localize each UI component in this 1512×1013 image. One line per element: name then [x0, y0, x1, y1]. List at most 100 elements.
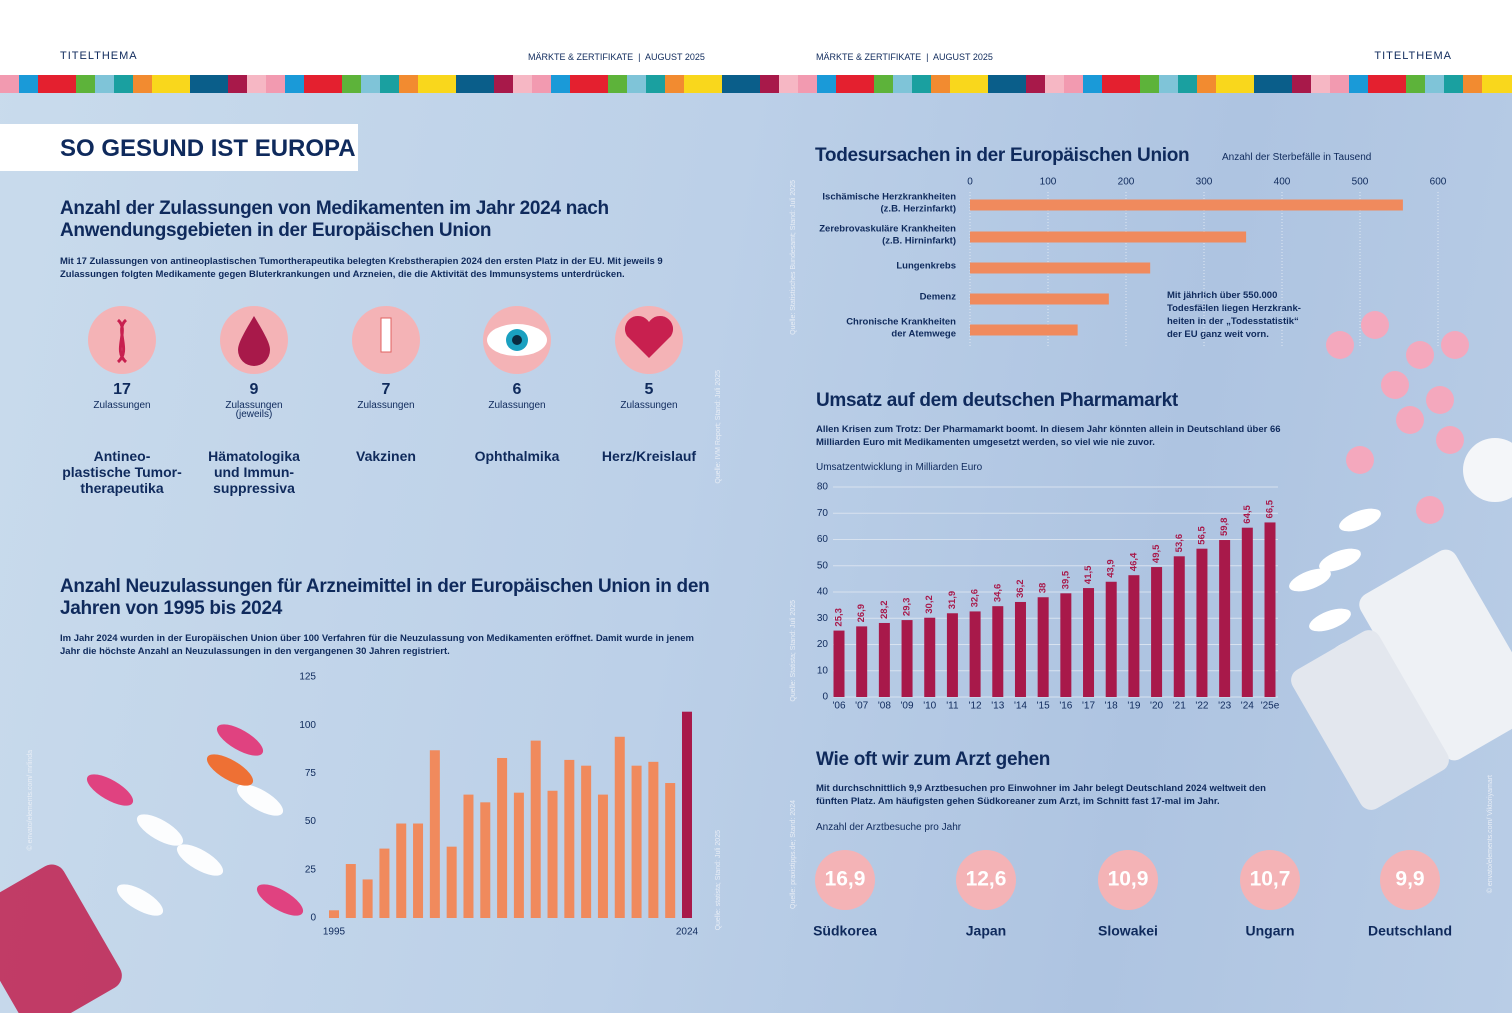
heading: Anzahl der Zulassungen von Medikamenten …: [60, 198, 609, 241]
stripe: [646, 75, 665, 93]
x-tick-label: '14: [1014, 701, 1027, 712]
y-tick-label: 0: [310, 913, 316, 924]
unit: Zulassungen: [620, 400, 678, 411]
bar: [513, 792, 524, 918]
x-tick-label: '21: [1173, 701, 1186, 712]
bar: [446, 846, 457, 918]
bar: [1014, 601, 1026, 697]
stripe: [95, 75, 114, 93]
stripe: [380, 75, 399, 93]
bar: [992, 606, 1004, 697]
value-label: 31,9: [947, 591, 958, 610]
area: Ophthalmika: [474, 448, 560, 464]
count: 5: [644, 381, 654, 398]
stripe: [1444, 75, 1463, 93]
heading: Wie oft wir zum Arzt gehen: [816, 749, 1051, 770]
stripe: [266, 75, 285, 93]
bar: [581, 765, 592, 918]
bar: [1037, 597, 1049, 697]
y-tick-label: 25: [305, 864, 317, 875]
pill: [216, 724, 264, 756]
bar: [833, 630, 845, 697]
stripe: [361, 75, 380, 93]
stripe: [893, 75, 912, 93]
value-label: 10,9: [1108, 868, 1149, 891]
pill: [1289, 568, 1331, 592]
area: Antineo- plastische Tumor- therapeutika: [62, 448, 182, 496]
stripe: [247, 75, 266, 93]
stripe: [627, 75, 646, 93]
x-tick-label: '08: [878, 701, 891, 712]
count: 17: [113, 381, 131, 398]
stripe: [703, 75, 722, 93]
banner: SO GESUND IST EUROPA: [0, 124, 358, 171]
category-label: (z.B. Hirninfarkt): [882, 236, 956, 247]
pill: [1339, 508, 1381, 532]
area: Herz/Kreislauf: [601, 448, 697, 464]
bar: [946, 613, 958, 697]
stripe: [1425, 75, 1444, 93]
stripe: [38, 75, 57, 93]
pill: [86, 774, 134, 806]
stripe: [836, 75, 855, 93]
stripe: [456, 75, 475, 93]
x-tick-label: '09: [901, 701, 914, 712]
x-tick-label: '20: [1150, 701, 1163, 712]
value-label: 41,5: [1083, 565, 1094, 584]
category-label: Japan: [966, 923, 1006, 939]
blister: [1291, 630, 1449, 810]
bar: [463, 794, 474, 918]
bar: [480, 802, 491, 918]
pill: [1361, 311, 1389, 339]
stripe: [304, 75, 323, 93]
bar: [970, 324, 1078, 336]
stripe: [817, 75, 836, 93]
unit: Zulassungen (jeweils): [225, 400, 283, 420]
bar: [1241, 527, 1253, 697]
stripe: [798, 75, 817, 93]
x-tick-label: 1995: [323, 927, 346, 938]
value-label: 12,6: [966, 868, 1007, 891]
stripe: [76, 75, 95, 93]
x-tick-label: '19: [1127, 701, 1140, 712]
value-label: 34,6: [992, 584, 1003, 603]
y-tick-label: 10: [817, 665, 829, 676]
x-tick-label: 2024: [676, 927, 699, 938]
x-tick-label: '25e: [1261, 701, 1280, 712]
x-tick-label: 100: [1040, 177, 1057, 188]
unit: Zulassungen: [488, 400, 546, 411]
value-label: 53,6: [1174, 534, 1185, 553]
source: Quelle: statista; Stand: Juli 2025: [715, 830, 722, 930]
x-tick-label: 200: [1118, 177, 1135, 188]
y-tick-label: 0: [822, 692, 828, 703]
stripe: [665, 75, 684, 93]
category-label: Ischämische Herzkrankheiten: [822, 192, 956, 203]
value-label: 64,5: [1242, 504, 1253, 523]
value-circle: [1098, 850, 1158, 910]
y-tick-label: 75: [305, 768, 317, 779]
bar: [856, 626, 868, 697]
bar: [1196, 548, 1208, 697]
value-label: 30,2: [924, 595, 935, 614]
stripe: [285, 75, 304, 93]
paragraph: Allen Krisen zum Trotz: Der Pharmamarkt …: [816, 424, 1281, 448]
stripe: [1235, 75, 1254, 93]
axis-label: Umsatzentwicklung in Milliarden Euro: [816, 462, 983, 473]
bar: [530, 740, 541, 918]
stripe: [1273, 75, 1292, 93]
pill: [1381, 371, 1409, 399]
value-label: 26,9: [856, 604, 867, 623]
value-label: 39,5: [1060, 570, 1071, 589]
stripe: [152, 75, 171, 93]
stripe: [988, 75, 1007, 93]
stripe: [342, 75, 361, 93]
x-tick-label: '17: [1082, 701, 1095, 712]
category-label: Zerebrovaskuläre Krankheiten: [819, 224, 956, 235]
x-tick-label: '12: [969, 701, 982, 712]
x-tick-label: '13: [991, 701, 1004, 712]
value-label: 59,8: [1219, 518, 1230, 537]
heading: Anzahl Neuzulassungen für Arzneimittel i…: [60, 576, 710, 619]
bar: [1264, 522, 1276, 697]
value-label: 66,5: [1265, 499, 1276, 518]
category-label: Slowakei: [1098, 923, 1158, 939]
